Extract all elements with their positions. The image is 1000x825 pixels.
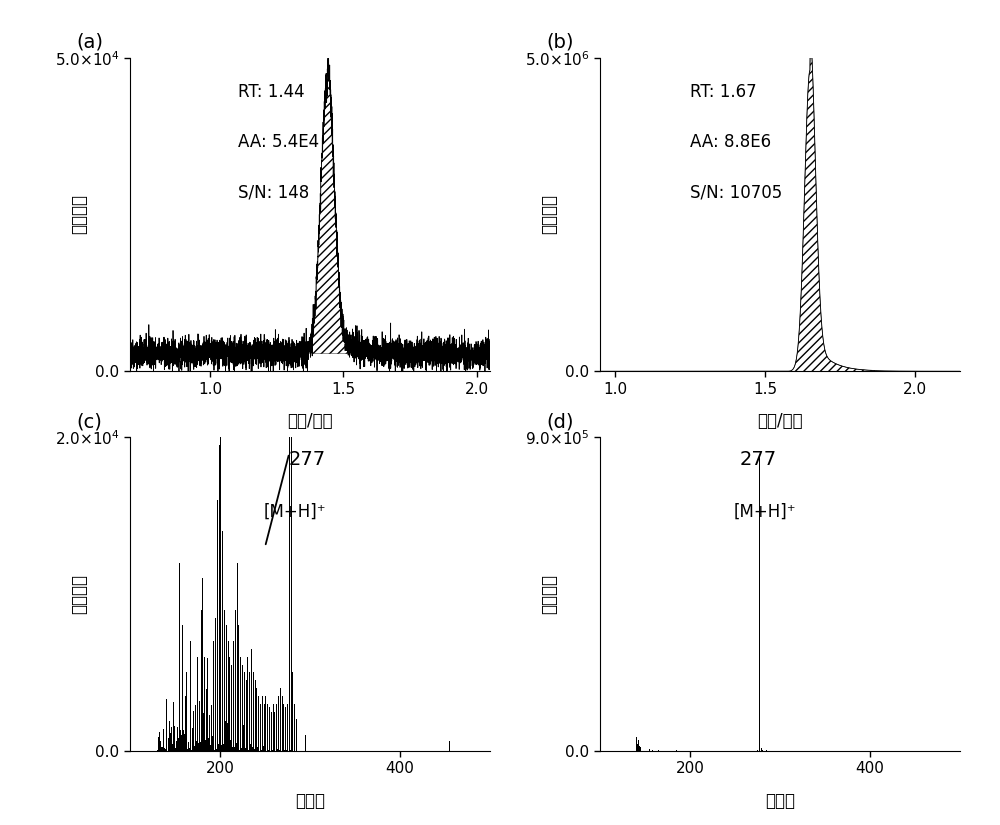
Text: 277: 277 [740, 450, 777, 469]
Text: (c): (c) [76, 412, 102, 431]
Text: (b): (b) [546, 33, 574, 52]
Text: S/N: 148: S/N: 148 [238, 183, 309, 201]
Text: RT: 1.67: RT: 1.67 [690, 82, 757, 101]
Text: 277: 277 [288, 450, 326, 469]
Text: 时间/分钟: 时间/分钟 [757, 412, 803, 430]
Text: S/N: 10705: S/N: 10705 [690, 183, 782, 201]
Text: AA: 5.4E4: AA: 5.4E4 [238, 133, 319, 151]
Text: 信号强度: 信号强度 [541, 195, 559, 234]
Text: 信号强度: 信号强度 [71, 195, 89, 234]
Text: 信号强度: 信号强度 [541, 574, 559, 614]
Text: (a): (a) [76, 33, 103, 52]
Text: RT: 1.44: RT: 1.44 [238, 82, 305, 101]
Text: 信号强度: 信号强度 [71, 574, 89, 614]
Text: [M+H]⁺: [M+H]⁺ [733, 503, 796, 521]
Text: 时间/分钟: 时间/分钟 [287, 412, 333, 430]
Text: 质荷比: 质荷比 [765, 791, 795, 809]
Text: (d): (d) [546, 412, 574, 431]
Text: [M+H]⁺: [M+H]⁺ [263, 503, 326, 521]
Text: 质荷比: 质荷比 [295, 791, 325, 809]
Text: AA: 8.8E6: AA: 8.8E6 [690, 133, 771, 151]
